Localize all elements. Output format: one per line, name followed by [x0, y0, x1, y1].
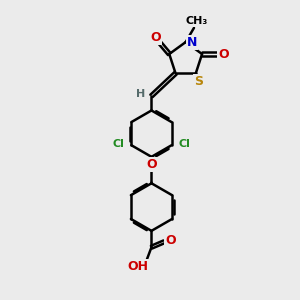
Text: N: N [187, 36, 197, 49]
Text: O: O [218, 47, 229, 61]
Text: S: S [194, 74, 203, 88]
Text: O: O [146, 158, 157, 171]
Text: Cl: Cl [112, 139, 124, 149]
Text: CH₃: CH₃ [185, 16, 208, 26]
Text: O: O [150, 31, 160, 44]
Text: H: H [136, 89, 146, 99]
Text: OH: OH [127, 260, 148, 273]
Text: O: O [165, 234, 176, 247]
Text: Cl: Cl [179, 139, 190, 149]
